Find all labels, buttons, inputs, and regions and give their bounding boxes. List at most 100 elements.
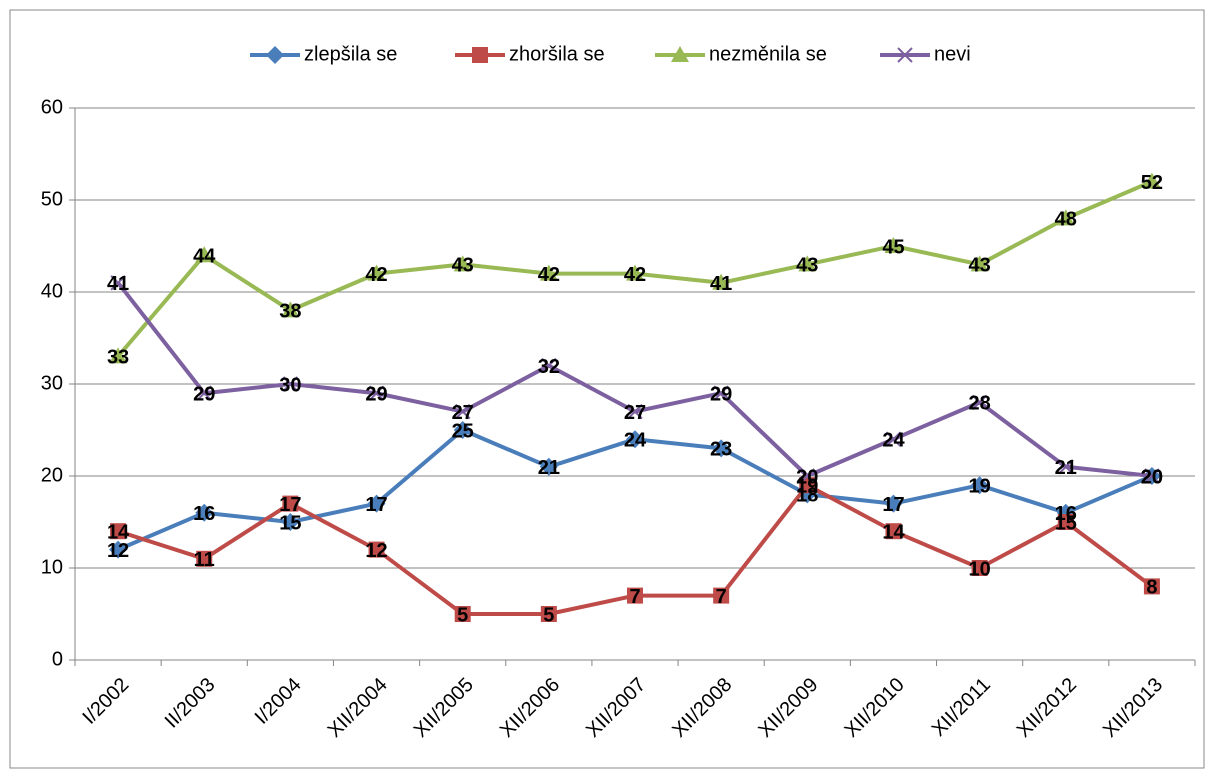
y-tick-label: 10 xyxy=(41,556,63,578)
point-marker xyxy=(971,394,988,411)
y-tick-label: 40 xyxy=(41,280,63,302)
data-label: 15 xyxy=(1055,512,1077,534)
point-marker xyxy=(541,357,557,374)
point-marker xyxy=(282,376,299,392)
point-marker xyxy=(1143,578,1160,595)
point-marker xyxy=(885,523,902,540)
data-label: 20 xyxy=(796,466,818,488)
data-label: 42 xyxy=(538,264,560,286)
data-label: 43 xyxy=(452,255,474,277)
point-marker xyxy=(712,439,731,458)
data-label: 30 xyxy=(279,374,301,396)
data-label: 21 xyxy=(1055,457,1077,479)
point-marker xyxy=(195,503,214,522)
data-label: 20 xyxy=(1141,466,1163,488)
data-label: 7 xyxy=(716,586,727,608)
data-label: 38 xyxy=(279,301,301,323)
point-marker xyxy=(453,421,472,439)
point-marker xyxy=(627,587,643,604)
point-marker xyxy=(367,494,386,513)
point-marker xyxy=(798,255,817,272)
data-label: 8 xyxy=(1146,577,1157,599)
point-marker xyxy=(971,560,988,576)
point-marker xyxy=(453,255,472,272)
y-tick-label: 50 xyxy=(41,188,63,210)
data-label: 43 xyxy=(796,255,818,277)
point-marker xyxy=(713,385,729,401)
point-marker xyxy=(109,347,128,364)
point-marker xyxy=(1142,172,1161,189)
point-marker xyxy=(109,540,128,559)
point-marker xyxy=(368,541,385,558)
data-label: 25 xyxy=(452,420,474,442)
data-label: 42 xyxy=(365,264,387,286)
data-label: 15 xyxy=(279,512,301,534)
data-label: 33 xyxy=(107,347,129,369)
point-marker xyxy=(1057,514,1074,530)
point-marker xyxy=(196,550,213,567)
point-marker xyxy=(799,468,816,484)
legend-label: nezměnila se xyxy=(709,43,827,65)
legend-marker xyxy=(671,46,689,62)
point-marker xyxy=(539,264,558,281)
point-marker xyxy=(627,403,643,420)
data-label: 21 xyxy=(538,457,560,479)
data-label: 16 xyxy=(1055,503,1077,525)
data-label: 17 xyxy=(882,494,904,516)
data-label: 18 xyxy=(796,485,818,507)
data-label: 16 xyxy=(193,503,215,525)
data-label: 7 xyxy=(629,586,640,608)
data-label: 17 xyxy=(365,494,387,516)
data-label: 43 xyxy=(968,255,990,277)
legend-marker xyxy=(472,47,488,63)
data-label: 5 xyxy=(543,604,554,626)
point-marker xyxy=(539,457,558,476)
data-label: 10 xyxy=(968,558,990,580)
data-label: 42 xyxy=(624,264,646,286)
data-label: 17 xyxy=(279,494,301,516)
y-tick-label: 0 xyxy=(52,648,63,670)
point-marker xyxy=(110,275,126,291)
data-label: 32 xyxy=(538,356,560,378)
point-marker xyxy=(626,430,644,449)
y-tick-label: 20 xyxy=(41,464,63,486)
legend-label: nevi xyxy=(934,43,971,65)
point-marker xyxy=(368,385,385,401)
data-label: 41 xyxy=(107,273,129,295)
data-label: 27 xyxy=(452,402,474,424)
data-label: 52 xyxy=(1141,172,1163,194)
data-label: 19 xyxy=(796,475,818,497)
point-marker xyxy=(540,606,557,622)
point-marker xyxy=(713,587,730,604)
data-label: 29 xyxy=(365,383,387,405)
point-marker xyxy=(1144,468,1160,484)
point-marker xyxy=(712,273,731,290)
point-marker xyxy=(626,264,644,281)
data-label: 5 xyxy=(457,604,468,626)
data-label: 24 xyxy=(882,429,905,451)
point-marker xyxy=(196,385,212,401)
data-label: 14 xyxy=(882,521,905,543)
y-tick-label: 30 xyxy=(41,372,63,394)
legend-label: zhoršila se xyxy=(509,43,605,65)
point-marker xyxy=(281,301,300,318)
point-marker xyxy=(1058,459,1074,475)
legend-label: zlepšila se xyxy=(304,43,397,65)
y-tick-label: 60 xyxy=(41,96,63,118)
point-marker xyxy=(884,237,903,253)
data-label: 27 xyxy=(624,402,646,424)
data-label: 44 xyxy=(193,245,216,267)
point-marker xyxy=(884,494,903,513)
data-label: 19 xyxy=(968,475,990,497)
data-label: 29 xyxy=(710,383,732,405)
point-marker xyxy=(454,403,471,420)
data-label: 20 xyxy=(1141,466,1163,488)
point-marker xyxy=(282,495,299,512)
point-marker xyxy=(970,255,989,272)
point-marker xyxy=(1056,209,1075,226)
data-label: 29 xyxy=(193,383,215,405)
point-marker xyxy=(970,476,989,495)
point-marker xyxy=(110,523,127,540)
legend-marker xyxy=(897,47,913,63)
data-label: 23 xyxy=(710,439,732,461)
